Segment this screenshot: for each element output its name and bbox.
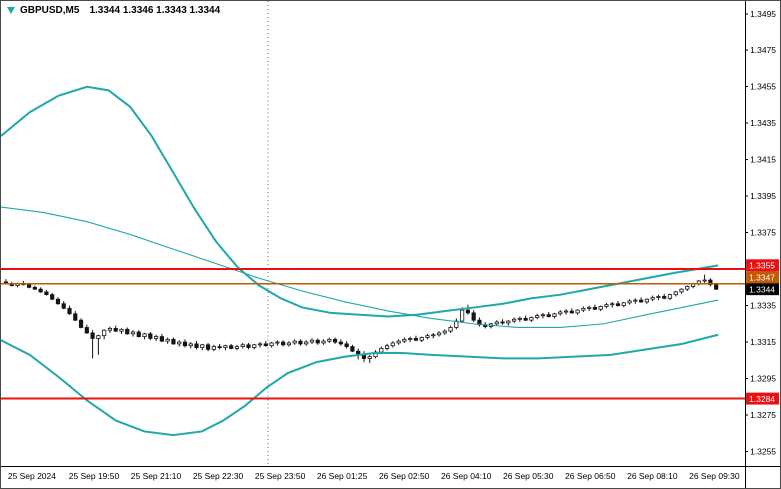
svg-text:25 Sep 2024: 25 Sep 2024 — [8, 471, 56, 481]
svg-text:26 Sep 04:10: 26 Sep 04:10 — [441, 471, 492, 481]
svg-text:1.3495: 1.3495 — [750, 9, 776, 19]
svg-text:1.3475: 1.3475 — [750, 45, 776, 55]
horizontal-price-lines — [1, 268, 746, 400]
ohlc-values-label: 1.3344 1.3346 1.3343 1.3344 — [89, 5, 221, 16]
symbol-timeframe-label: GBPUSD,M5 — [20, 5, 80, 16]
svg-text:1.3295: 1.3295 — [750, 374, 776, 384]
svg-text:1.3355: 1.3355 — [749, 261, 775, 271]
bollinger-lower-band — [1, 333, 719, 437]
svg-text:26 Sep 02:50: 26 Sep 02:50 — [379, 471, 430, 481]
price-down-triangle-icon — [7, 7, 15, 14]
price-axis[interactable]: 1.3495 1.3475 1.3455 1.3435 1.3415 1.3395 1.33… — [745, 9, 776, 457]
price-line-label-boxes: 1.3355 1.3347 1.3344 1.3284 — [746, 259, 780, 405]
svg-text:1.3455: 1.3455 — [750, 82, 776, 92]
svg-text:1.3335: 1.3335 — [750, 301, 776, 311]
svg-text:1.3284: 1.3284 — [749, 394, 775, 404]
svg-text:1.3255: 1.3255 — [750, 446, 776, 456]
svg-text:26 Sep 05:30: 26 Sep 05:30 — [503, 471, 554, 481]
svg-text:26 Sep 01:25: 26 Sep 01:25 — [317, 471, 368, 481]
svg-text:25 Sep 22:30: 25 Sep 22:30 — [193, 471, 244, 481]
svg-text:1.3415: 1.3415 — [750, 155, 776, 165]
svg-text:26 Sep 08:10: 26 Sep 08:10 — [627, 471, 678, 481]
svg-text:25 Sep 19:50: 25 Sep 19:50 — [69, 471, 120, 481]
svg-text:1.3275: 1.3275 — [750, 410, 776, 420]
svg-text:1.3315: 1.3315 — [750, 337, 776, 347]
svg-text:25 Sep 21:10: 25 Sep 21:10 — [131, 471, 182, 481]
symbol-ohlc-header: GBPUSD,M5 1.3344 1.3346 1.3343 1.3344 — [7, 5, 220, 16]
svg-text:1.3347: 1.3347 — [749, 273, 775, 283]
bollinger-bands — [1, 85, 719, 437]
svg-text:1.3344: 1.3344 — [749, 285, 775, 295]
bollinger-upper-band — [1, 85, 719, 318]
svg-text:26 Sep 09:30: 26 Sep 09:30 — [689, 471, 740, 481]
svg-text:1.3435: 1.3435 — [750, 118, 776, 128]
svg-text:1.3375: 1.3375 — [750, 228, 776, 238]
svg-text:1.3395: 1.3395 — [750, 191, 776, 201]
time-axis[interactable]: 25 Sep 2024 25 Sep 19:50 25 Sep 21:10 25 Se… — [8, 471, 740, 481]
svg-text:26 Sep 06:50: 26 Sep 06:50 — [565, 471, 616, 481]
bollinger-middle-band — [1, 206, 719, 329]
candlesticks — [3, 274, 719, 364]
svg-text:25 Sep 23:50: 25 Sep 23:50 — [255, 471, 306, 481]
